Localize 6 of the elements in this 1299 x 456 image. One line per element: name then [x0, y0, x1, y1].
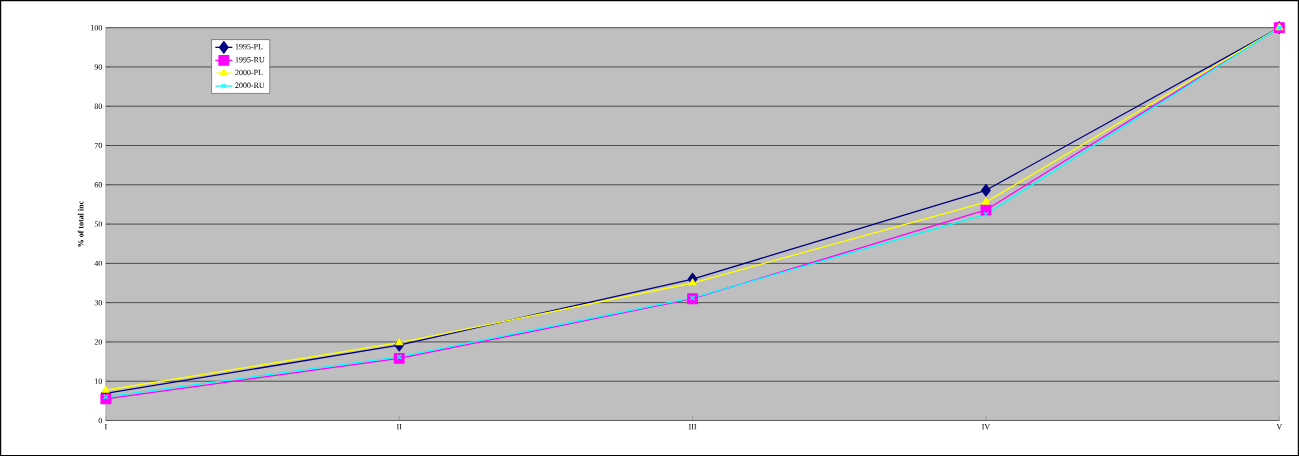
point	[981, 197, 990, 205]
point	[983, 211, 989, 217]
point	[981, 183, 991, 197]
point	[688, 278, 697, 286]
point	[101, 385, 110, 393]
point	[395, 338, 404, 346]
